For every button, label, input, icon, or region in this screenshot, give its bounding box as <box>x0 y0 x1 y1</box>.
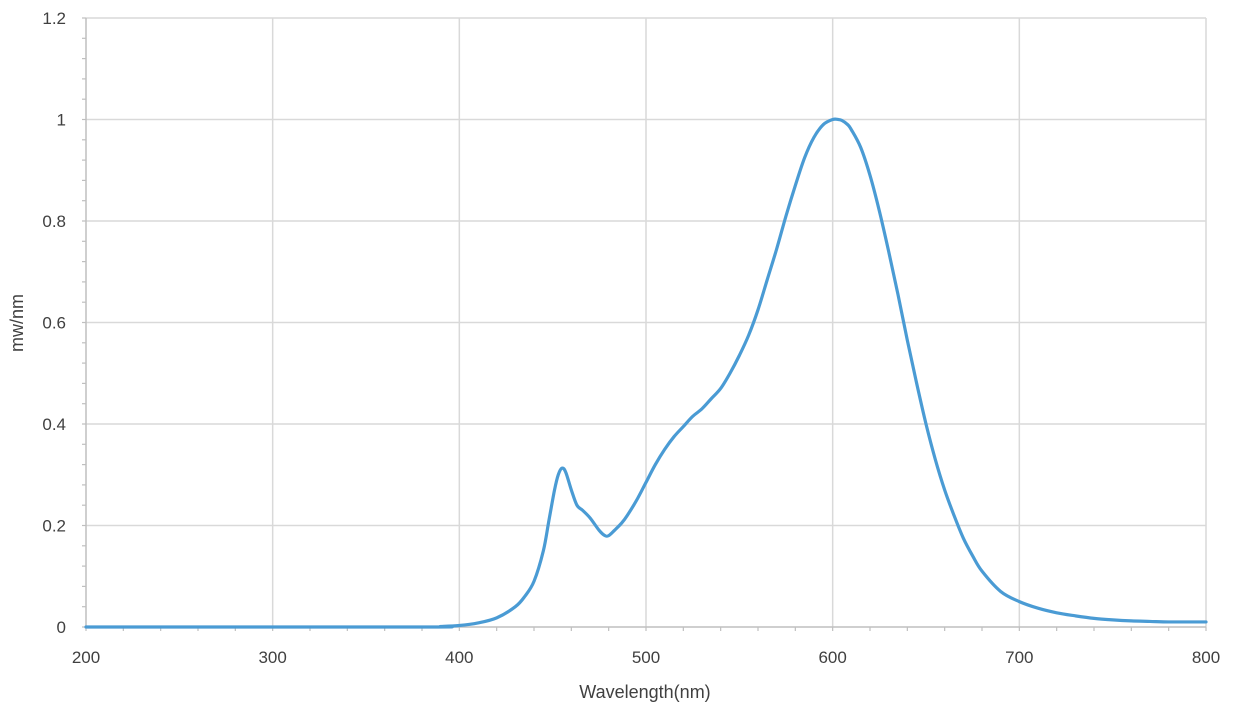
x-tick-label: 800 <box>1192 648 1220 667</box>
minor-ticks <box>82 17 1207 631</box>
x-tick-label: 600 <box>818 648 846 667</box>
series <box>84 117 1208 629</box>
y-tick-label: 0.2 <box>42 517 66 536</box>
x-axis-title: Wavelength(nm) <box>579 682 710 702</box>
x-tick-label: 500 <box>632 648 660 667</box>
y-tick-label: 0.6 <box>42 314 66 333</box>
spectrum-line <box>84 117 1208 629</box>
y-tick-label: 1 <box>57 111 66 130</box>
y-tick-label: 0.8 <box>42 212 66 231</box>
x-tick-label: 200 <box>72 648 100 667</box>
tick-labels: 200 300 400 500 600 700 800 0 0.2 0.4 0.6 0.8 1 1.2 <box>42 9 1220 667</box>
y-axis-title: mw/nm <box>7 294 27 352</box>
y-tick-label: 0 <box>57 618 66 637</box>
x-tick-label: 700 <box>1005 648 1033 667</box>
x-tick-label: 300 <box>258 648 286 667</box>
x-tick-label: 400 <box>445 648 473 667</box>
grid <box>86 17 1207 627</box>
y-tick-label: 1.2 <box>42 9 66 28</box>
y-tick-label: 0.4 <box>42 415 66 434</box>
